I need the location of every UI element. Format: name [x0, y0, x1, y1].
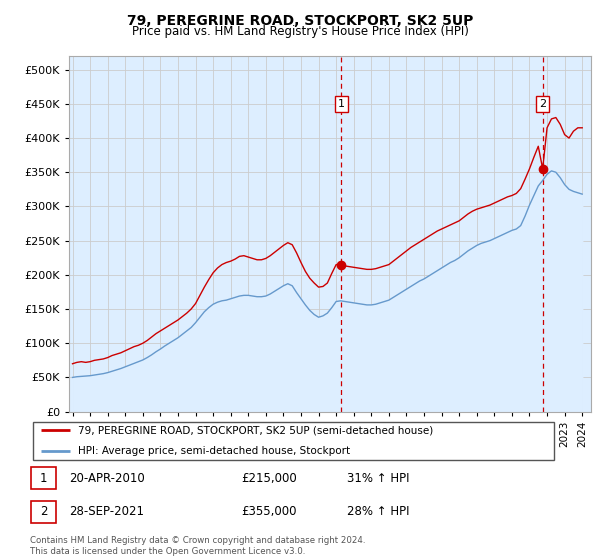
Text: 31% ↑ HPI: 31% ↑ HPI — [347, 472, 409, 484]
Text: Price paid vs. HM Land Registry's House Price Index (HPI): Price paid vs. HM Land Registry's House … — [131, 25, 469, 38]
Text: 1: 1 — [338, 99, 345, 109]
Text: 28-SEP-2021: 28-SEP-2021 — [70, 506, 145, 519]
Text: £215,000: £215,000 — [241, 472, 297, 484]
Text: Contains HM Land Registry data © Crown copyright and database right 2024.
This d: Contains HM Land Registry data © Crown c… — [30, 536, 365, 556]
Text: 1: 1 — [40, 472, 47, 484]
Text: 2: 2 — [40, 506, 47, 519]
Text: £355,000: £355,000 — [241, 506, 297, 519]
FancyBboxPatch shape — [32, 422, 554, 460]
Text: 79, PEREGRINE ROAD, STOCKPORT, SK2 5UP (semi-detached house): 79, PEREGRINE ROAD, STOCKPORT, SK2 5UP (… — [77, 425, 433, 435]
Text: 2: 2 — [539, 99, 546, 109]
FancyBboxPatch shape — [31, 501, 56, 523]
Text: 20-APR-2010: 20-APR-2010 — [70, 472, 145, 484]
Text: HPI: Average price, semi-detached house, Stockport: HPI: Average price, semi-detached house,… — [77, 446, 350, 456]
Text: 28% ↑ HPI: 28% ↑ HPI — [347, 506, 409, 519]
Text: 79, PEREGRINE ROAD, STOCKPORT, SK2 5UP: 79, PEREGRINE ROAD, STOCKPORT, SK2 5UP — [127, 14, 473, 28]
FancyBboxPatch shape — [31, 467, 56, 489]
